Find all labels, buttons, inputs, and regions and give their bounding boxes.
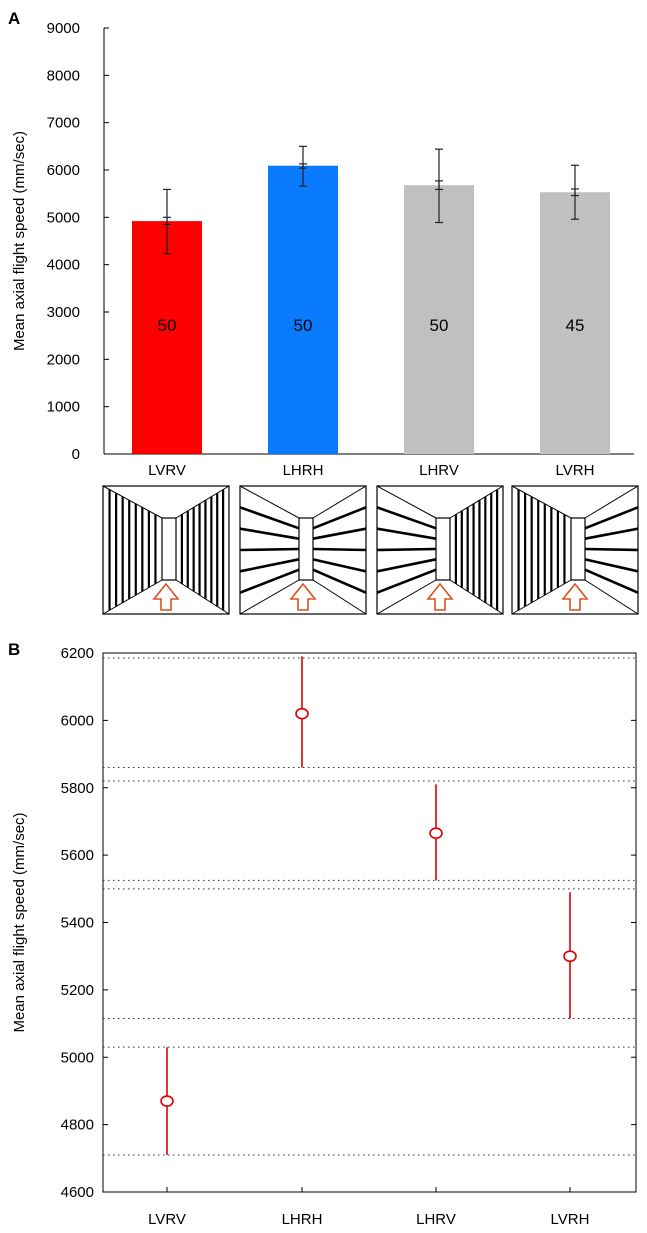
horizontal-stripe (376, 527, 437, 540)
horizontal-stripe (584, 547, 639, 552)
x-tick-label: LVRH (551, 1211, 590, 1228)
y-tick-label: 6000 (47, 162, 80, 179)
y-axis-title: Mean axial flight speed (mm/sec) (11, 812, 28, 1032)
perspective-edge (511, 485, 572, 519)
flight-direction-arrow (152, 582, 180, 611)
perspective-edge (511, 579, 572, 615)
flight-direction-arrow (561, 582, 589, 611)
horizontal-stripe (312, 558, 367, 573)
horizontal-stripe (239, 527, 300, 540)
mean-marker (295, 707, 309, 720)
tunnel-end (161, 517, 177, 581)
horizontal-stripe (312, 506, 367, 530)
mean-marker (563, 950, 577, 962)
y-tick-label: 6200 (61, 645, 94, 662)
y-tick-label: 4800 (61, 1117, 94, 1134)
tunnel-end (570, 517, 586, 581)
mean-marker (160, 1095, 174, 1107)
horizontal-stripe (584, 568, 639, 594)
horizontal-stripe (312, 547, 367, 552)
stimulus-lhrh (239, 485, 367, 615)
stimulus-diagrams (102, 485, 639, 615)
interval-chart: 4600 4800 5000 5200 5400 5600 5800 6000 6200 LVRV… (11, 645, 637, 1228)
horizontal-stripe (584, 527, 639, 540)
bar-count-label: 50 (158, 316, 177, 335)
tunnel-end (435, 517, 451, 581)
perspective-edge (102, 485, 163, 519)
perspective-edge (449, 579, 504, 615)
bar-lvrv (132, 221, 202, 454)
horizontal-stripe (239, 506, 300, 530)
tunnel-end (298, 517, 314, 581)
horizontal-stripe (584, 506, 639, 530)
horizontal-stripe (239, 558, 300, 573)
horizontal-stripe (376, 547, 437, 552)
y-tick-label: 6000 (61, 712, 94, 729)
x-tick-label: LHRV (416, 1211, 456, 1228)
horizontal-stripe (239, 547, 300, 552)
perspective-edge (239, 485, 300, 519)
perspective-edge (312, 579, 367, 615)
bar-count-label: 45 (566, 316, 585, 335)
perspective-edge (584, 485, 639, 519)
x-tick-label: LVRV (148, 1211, 186, 1228)
perspective-edge (175, 485, 230, 519)
y-tick-label: 5000 (61, 1049, 94, 1066)
horizontal-stripe (584, 558, 639, 573)
perspective-edge (376, 579, 437, 615)
y-tick-label: 5000 (47, 209, 80, 226)
horizontal-stripe (312, 527, 367, 540)
horizontal-stripe (376, 558, 437, 573)
y-tick-label: 0 (72, 446, 80, 463)
horizontal-stripe (239, 568, 300, 594)
bar-count-label: 50 (430, 316, 449, 335)
stimulus-lhrv (376, 485, 504, 615)
stimulus-lvrv (102, 485, 230, 615)
perspective-edge (239, 579, 300, 615)
y-tick-label: 2000 (47, 351, 80, 368)
y-tick-label: 9000 (47, 20, 80, 37)
horizontal-stripe (376, 568, 437, 594)
perspective-edge (376, 485, 437, 519)
perspective-edge (312, 485, 367, 519)
y-tick-label: 5200 (61, 982, 94, 999)
bar-count-label: 50 (294, 316, 313, 335)
y-tick-label: 4600 (61, 1184, 94, 1201)
flight-direction-arrow (289, 582, 317, 611)
y-tick-label: 5400 (61, 915, 94, 932)
horizontal-stripe (312, 568, 367, 594)
panel-a-letter: A (8, 9, 20, 28)
flight-direction-arrow (426, 582, 454, 611)
x-tick-label: LVRV (148, 462, 186, 479)
panel-b-letter: B (8, 640, 20, 659)
horizontal-stripe (376, 506, 437, 530)
x-tick-label: LHRH (283, 462, 324, 479)
y-axis-title: Mean axial flight speed (mm/sec) (11, 131, 28, 351)
perspective-edge (584, 579, 639, 615)
x-tick-label: LVRH (556, 462, 595, 479)
mean-marker (429, 827, 443, 840)
y-tick-label: 5800 (61, 780, 94, 797)
x-tick-label: LHRH (282, 1211, 323, 1228)
plot-frame (102, 652, 637, 1193)
y-tick-label: 5600 (61, 847, 94, 864)
y-tick-label: 7000 (47, 115, 80, 132)
y-tick-label: 8000 (47, 67, 80, 84)
y-tick-label: 1000 (47, 399, 80, 416)
stimulus-lvrh (511, 485, 639, 615)
bar-chart: 0 1000 2000 3000 4000 5000 6000 7000 8000 9000 50 L… (11, 20, 634, 479)
perspective-edge (102, 579, 163, 615)
perspective-edge (449, 485, 504, 519)
bar-lhrh (268, 165, 338, 455)
bar-lhrv (404, 185, 474, 454)
perspective-edge (175, 579, 230, 615)
y-tick-label: 4000 (47, 257, 80, 274)
bar-lvrh (540, 192, 610, 454)
y-tick-label: 3000 (47, 304, 80, 321)
x-tick-label: LHRV (419, 462, 459, 479)
